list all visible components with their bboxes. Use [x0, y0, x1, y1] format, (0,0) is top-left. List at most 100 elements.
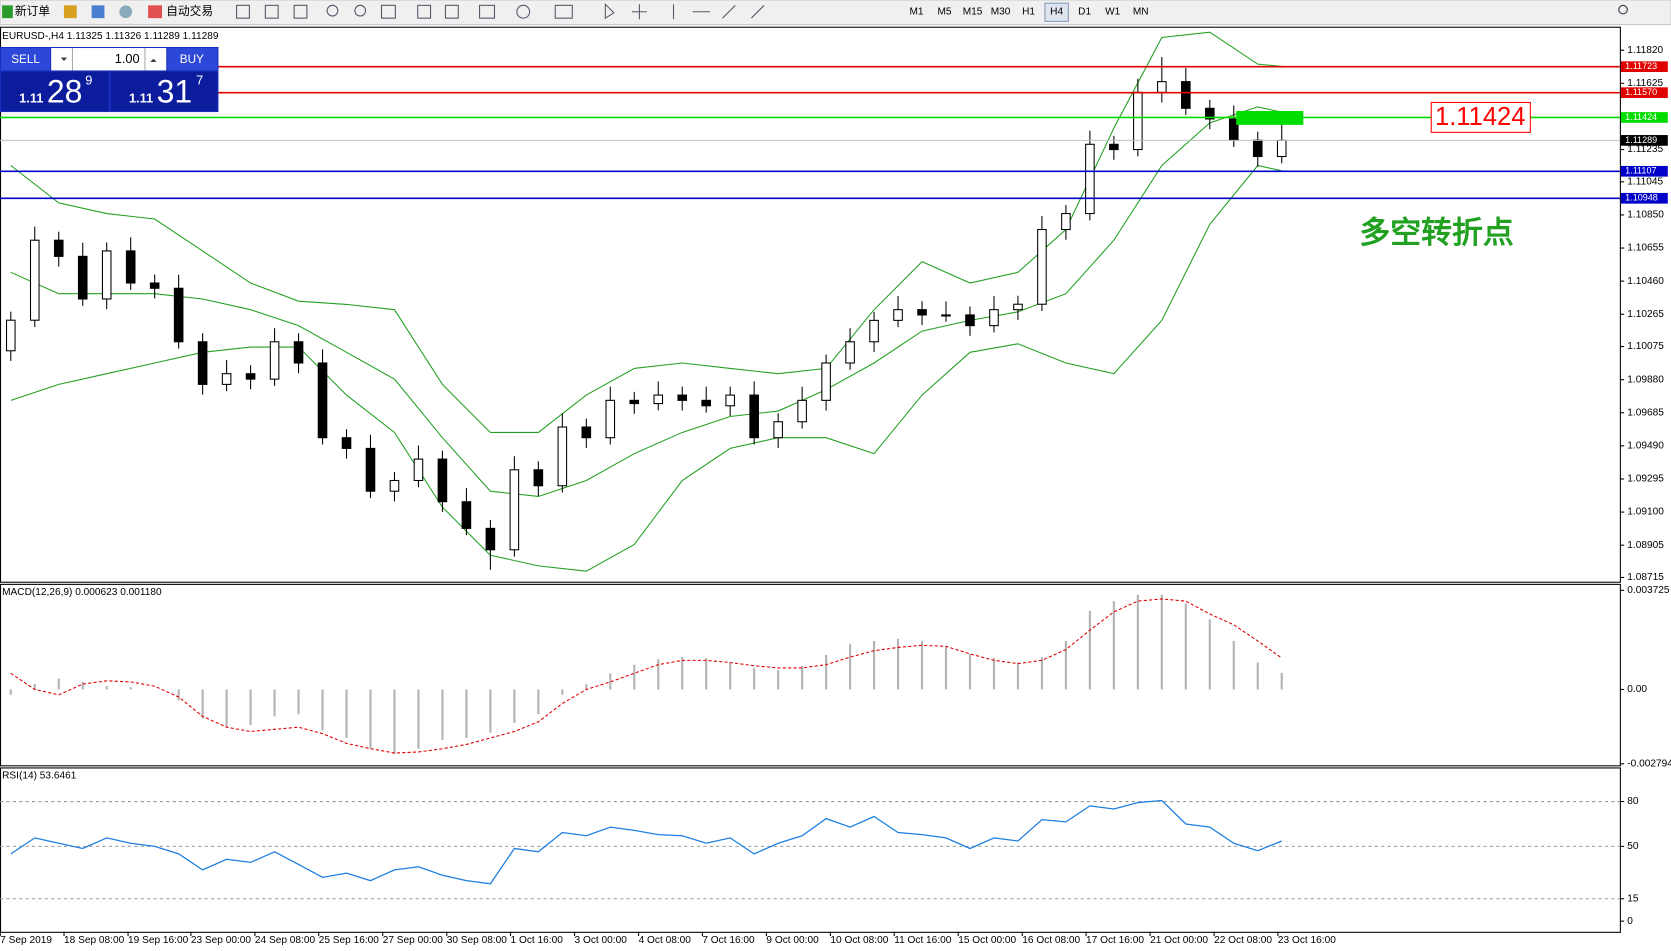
candle-body — [509, 469, 520, 551]
candle-body — [725, 394, 735, 407]
candle-body — [797, 399, 807, 423]
auto-trading-button[interactable]: 自动交易 — [166, 4, 213, 18]
toolbar: 新订单 自动交易 M1 M5 M15 M30 H1 H4 D1 W1 MN — [0, 0, 1671, 26]
timeframe-button[interactable]: M1 — [909, 6, 923, 17]
last-price-label: 1.11289 — [1625, 135, 1657, 145]
x-tick-label: 17 Oct 16:00 — [1086, 935, 1144, 946]
x-tick-label: 16 Oct 08:00 — [1022, 935, 1080, 946]
price-pane — [0, 26, 1621, 583]
candle-body — [533, 469, 544, 487]
bid-prefix: 1.11 — [19, 91, 43, 106]
icon — [2, 5, 13, 19]
icon[interactable] — [119, 5, 133, 19]
icon[interactable] — [326, 4, 339, 17]
buy-label[interactable]: BUY — [180, 53, 204, 66]
signal-line — [10, 598, 1283, 754]
buy-button[interactable] — [167, 48, 218, 71]
candle-body — [1276, 139, 1287, 158]
icon[interactable] — [91, 5, 105, 19]
icon[interactable] — [479, 4, 496, 19]
lot-input[interactable] — [51, 48, 167, 71]
rsi-line — [10, 799, 1282, 885]
candle-body — [1157, 81, 1167, 93]
timeframe-button[interactable]: H4 — [1050, 6, 1063, 17]
candle-body — [413, 458, 424, 482]
x-tick-label: 7 Sep 2019 — [0, 935, 52, 946]
candle-body — [197, 341, 208, 385]
timeframes: M1 M5 M15 M30 H1 H4 D1 W1 MN — [909, 2, 1149, 22]
timeframe-button[interactable]: MN — [1133, 6, 1149, 17]
x-tick-label: 10 Oct 08:00 — [830, 935, 888, 946]
lot-value[interactable]: 1.00 — [115, 51, 140, 66]
sell-label[interactable]: SELL — [11, 53, 40, 66]
candle-body — [101, 250, 112, 300]
icon[interactable] — [148, 5, 162, 19]
candle-body — [173, 287, 184, 343]
x-tick-label: 23 Oct 16:00 — [1278, 935, 1336, 946]
y-tick-label: 50 — [1627, 841, 1639, 852]
candle-body — [5, 319, 16, 352]
icon[interactable] — [554, 4, 573, 19]
timeframe-button[interactable]: H1 — [1022, 6, 1035, 17]
candle-body — [821, 362, 831, 401]
icon[interactable] — [417, 4, 432, 19]
y-tick-label: 1.11820 — [1627, 45, 1663, 56]
timeframe-button[interactable]: M5 — [937, 6, 951, 17]
candle-body — [341, 437, 352, 449]
price-label: 1.11570 — [1625, 87, 1657, 97]
y-tick-label: 1.08715 — [1627, 572, 1664, 583]
timeframe-button[interactable]: D1 — [1078, 6, 1091, 17]
candle-body — [893, 309, 903, 321]
ask-box[interactable] — [110, 71, 218, 112]
timeframe-button[interactable]: M15 — [963, 6, 983, 17]
price-label: 1.11723 — [1625, 61, 1657, 71]
icon[interactable] — [354, 4, 367, 17]
icon[interactable] — [380, 4, 396, 19]
icon[interactable] — [236, 4, 250, 19]
icon[interactable] — [604, 2, 765, 20]
x-tick-label: 11 Oct 16:00 — [894, 935, 952, 946]
sell-button[interactable] — [1, 48, 51, 71]
price-label: 1.10948 — [1625, 193, 1658, 203]
icon[interactable] — [63, 5, 77, 19]
y-tick-label: 0 — [1627, 916, 1633, 927]
candle-body — [389, 479, 400, 492]
search-icon[interactable] — [1618, 4, 1628, 15]
indicator-title: MACD(12,26,9) 0.000623 0.001180 — [2, 587, 162, 598]
ask-big: 31 — [157, 73, 193, 109]
bid-box[interactable] — [1, 71, 109, 112]
axes: EURUSD-,H4 1.11325 1.11326 1.11289 1.112… — [0, 31, 1671, 946]
price-label-box — [1620, 192, 1668, 204]
ask-prefix: 1.11 — [129, 91, 153, 106]
y-tick-label: 1.10075 — [1627, 341, 1664, 352]
y-tick-label: 1.09295 — [1627, 474, 1664, 485]
candle-body — [557, 426, 568, 487]
new-order-button[interactable]: 新订单 — [15, 4, 50, 18]
candle-body — [149, 282, 160, 289]
candle-body — [845, 341, 855, 364]
y-tick-label: 1.10655 — [1627, 243, 1664, 254]
x-tick-label: 30 Sep 08:00 — [447, 935, 508, 946]
price-label-box — [1620, 165, 1668, 177]
candle-body — [701, 399, 712, 407]
icon[interactable] — [444, 4, 459, 19]
price-label: 1.11424 — [1625, 112, 1657, 122]
candle-body — [485, 527, 496, 551]
indicator-title: RSI(14) 53.6461 — [2, 771, 77, 782]
y-tick-label: 1.11045 — [1627, 176, 1663, 187]
panes — [0, 26, 1621, 933]
icon[interactable] — [293, 4, 308, 19]
icon[interactable] — [264, 4, 279, 19]
y-tick-label: 15 — [1627, 893, 1639, 904]
bid-sup: 9 — [85, 72, 92, 87]
x-tick-label: 24 Sep 08:00 — [255, 935, 316, 946]
timeframe-button[interactable]: M30 — [991, 6, 1011, 17]
icon[interactable] — [516, 4, 531, 19]
y-tick-label: 1.10460 — [1627, 276, 1664, 287]
x-tick-label: 23 Sep 00:00 — [191, 935, 252, 946]
ask-sup: 7 — [196, 72, 203, 87]
macd-pane — [0, 583, 1621, 767]
x-tick-label: 18 Sep 08:00 — [64, 935, 125, 946]
timeframe-button[interactable]: W1 — [1105, 6, 1121, 17]
candle-body — [1181, 81, 1191, 109]
